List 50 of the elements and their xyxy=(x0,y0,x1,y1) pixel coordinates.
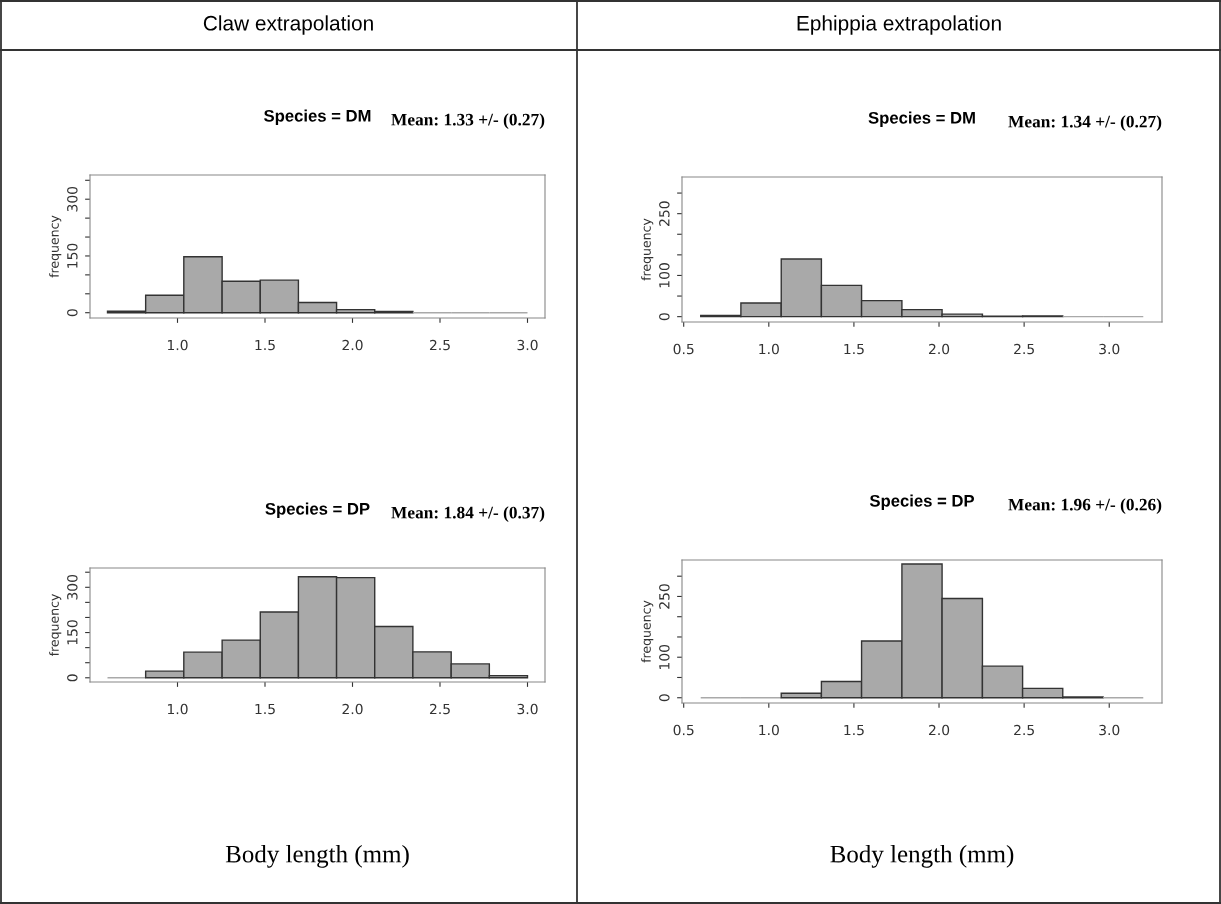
x-tick-label: 2.0 xyxy=(342,339,363,351)
y-tick-label: 250 xyxy=(659,201,670,226)
x-tick-label: 2.5 xyxy=(429,703,450,715)
y-tick-label: 300 xyxy=(67,574,78,600)
x-tick-label: 2.0 xyxy=(342,703,363,715)
y-tick-label: 100 xyxy=(659,263,670,288)
x-tick-label: 1.5 xyxy=(844,724,864,736)
x-tick-label: 3.0 xyxy=(1099,724,1120,736)
x-tick-label: 0.5 xyxy=(673,343,694,355)
y-tick-label: 300 xyxy=(67,186,78,212)
y-axis-title: frequency xyxy=(49,215,62,278)
chart-title: Species = DP xyxy=(265,502,370,518)
text: Mean: 1.34 +/- (0.27) xyxy=(1008,115,1162,131)
y-axis-title: frequency xyxy=(49,594,62,657)
chart-title: Species = DM xyxy=(868,111,975,127)
y-tick-label: 0 xyxy=(67,309,78,317)
y-tick-label: 0 xyxy=(67,674,78,682)
y-axis-title: frequency xyxy=(641,600,654,663)
y-tick-label: 150 xyxy=(67,243,78,268)
y-tick-label: 250 xyxy=(659,584,670,609)
text: Mean: 1.84 +/- (0.37) xyxy=(391,506,545,522)
x-tick-label: 3.0 xyxy=(517,339,538,351)
x-tick-label: 1.5 xyxy=(255,339,275,351)
y-tick-label: 150 xyxy=(67,620,78,645)
x-tick-label: 2.5 xyxy=(1014,343,1034,355)
x-tick-label: 1.5 xyxy=(844,343,864,355)
x-tick-label: 2.5 xyxy=(429,339,450,351)
x-tick-label: 1.0 xyxy=(759,724,779,736)
x-tick-label: 2.5 xyxy=(1014,724,1034,736)
x-tick-label: 3.0 xyxy=(1099,343,1120,355)
text: Claw extrapolation xyxy=(203,15,373,35)
text: Mean: 1.33 +/- (0.27) xyxy=(391,113,545,129)
x-tick-label: 0.5 xyxy=(673,724,694,736)
x-axis-title: Body length (mm) xyxy=(830,844,1014,868)
y-tick-label: 0 xyxy=(659,694,670,702)
x-tick-label: 2.0 xyxy=(929,724,950,736)
y-tick-label: 100 xyxy=(659,644,670,669)
y-tick-label: 0 xyxy=(659,313,670,321)
y-axis-title: frequency xyxy=(641,218,654,281)
x-tick-label: 1.0 xyxy=(759,343,779,355)
x-tick-label: 1.5 xyxy=(255,703,275,715)
x-tick-label: 1.0 xyxy=(167,339,188,351)
chart-title: Species = DM xyxy=(264,109,371,125)
text: Ephippia extrapolation xyxy=(797,15,1001,35)
x-tick-label: 1.0 xyxy=(167,703,188,715)
x-tick-label: 3.0 xyxy=(517,703,538,715)
x-axis-title: Body length (mm) xyxy=(225,844,409,868)
text: Mean: 1.96 +/- (0.26) xyxy=(1008,498,1162,514)
chart-title: Species = DP xyxy=(869,494,975,510)
x-tick-label: 2.0 xyxy=(929,343,950,355)
